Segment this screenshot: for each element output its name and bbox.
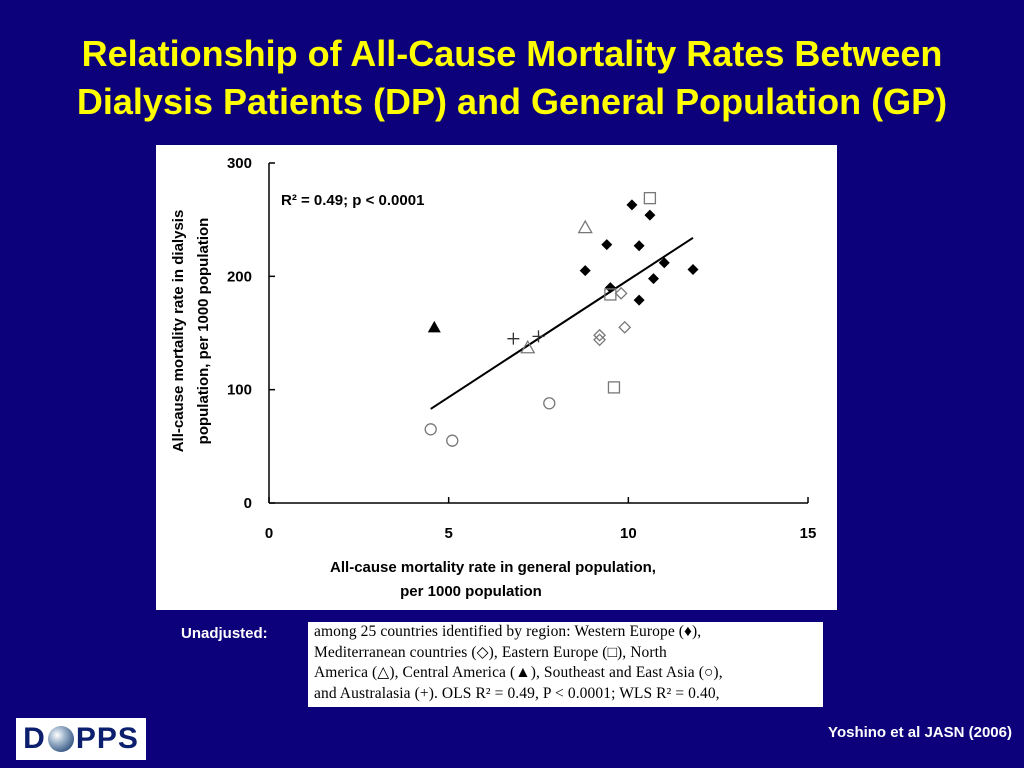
western-europe-point: [687, 264, 699, 276]
y-tick-label: 300: [227, 155, 252, 172]
western-europe-point: [633, 240, 645, 252]
western-europe-point: [647, 273, 659, 285]
x-tick-label: 0: [265, 525, 273, 542]
eastern-europe-point: [643, 191, 657, 205]
caption-box: among 25 countries identified by region:…: [308, 622, 823, 707]
caption-line: America (△), Central America (▲), Southe…: [314, 664, 723, 681]
western-europe-point: [626, 199, 638, 211]
western-europe-point: [658, 257, 670, 269]
caption-line: among 25 countries identified by region:…: [314, 623, 702, 640]
western-europe-point: [644, 209, 656, 221]
mediterranean-point: [618, 320, 632, 334]
central-america-point: [427, 320, 441, 333]
scatter-plot: 0 5 10 15 0 100 200 300 R² = 0.49; p < 0.0001 A…: [170, 155, 816, 600]
asia-point: [424, 423, 437, 436]
citation: Yoshino et al JASN (2006): [828, 724, 1012, 741]
caption-line: and Australasia (+). OLS R² = 0.49, P < …: [314, 684, 720, 702]
y-tick-label: 100: [227, 382, 252, 399]
eastern-europe-point: [604, 288, 617, 301]
y-axis-label-line-1: All-cause mortality rate in dialysis: [170, 210, 187, 453]
x-tick-label: 5: [444, 525, 452, 542]
australasia-point: [532, 330, 545, 343]
y-axis-label-line-2: population, per 1000 population: [195, 218, 212, 445]
regression-line: [430, 236, 694, 410]
y-tick-label: 200: [227, 268, 252, 285]
western-europe-point: [601, 239, 613, 251]
r-squared-annotation: R² = 0.49; p < 0.0001: [281, 192, 424, 209]
logo-text-right: PPS: [75, 722, 139, 755]
unadjusted-label: Unadjusted:: [181, 625, 268, 642]
asia-point: [446, 434, 459, 447]
plot-axes: 0 5 10 15 0 100 200 300: [227, 155, 816, 542]
western-europe-point: [633, 294, 645, 306]
title-line-1: Relationship of All-Cause Mortality Rate…: [81, 33, 943, 74]
north-america-point: [577, 219, 593, 234]
caption-line: Mediterranean countries (◇), Eastern Eur…: [314, 643, 667, 661]
x-axis-label-line-2: per 1000 population: [400, 583, 542, 600]
mediterranean-point: [614, 286, 628, 300]
western-europe-point: [604, 282, 616, 294]
australasia-point: [507, 332, 520, 345]
y-tick-label: 0: [244, 495, 252, 512]
x-tick-label: 10: [620, 525, 637, 542]
x-axis-label-line-1: All-cause mortality rate in general popu…: [330, 559, 656, 576]
mediterranean-point: [593, 333, 607, 347]
logo-text-left: D: [23, 722, 46, 755]
x-tick-label: 15: [800, 525, 817, 542]
mediterranean-point: [593, 328, 607, 342]
scatter-plot-panel: 0 5 10 15 0 100 200 300 R² = 0.49; p < 0.0001 A…: [156, 145, 837, 610]
regression-line-group: [430, 236, 694, 410]
north-america-point: [520, 339, 536, 354]
slide-title: Relationship of All-Cause Mortality Rate…: [0, 30, 1024, 126]
data-points: [424, 191, 699, 447]
title-line-2: Dialysis Patients (DP) and General Popul…: [76, 81, 948, 122]
globe-icon: [47, 726, 74, 752]
asia-point: [543, 397, 556, 410]
western-europe-point: [579, 265, 591, 277]
eastern-europe-point: [607, 381, 621, 394]
dopps-logo: D PPS: [16, 718, 146, 760]
